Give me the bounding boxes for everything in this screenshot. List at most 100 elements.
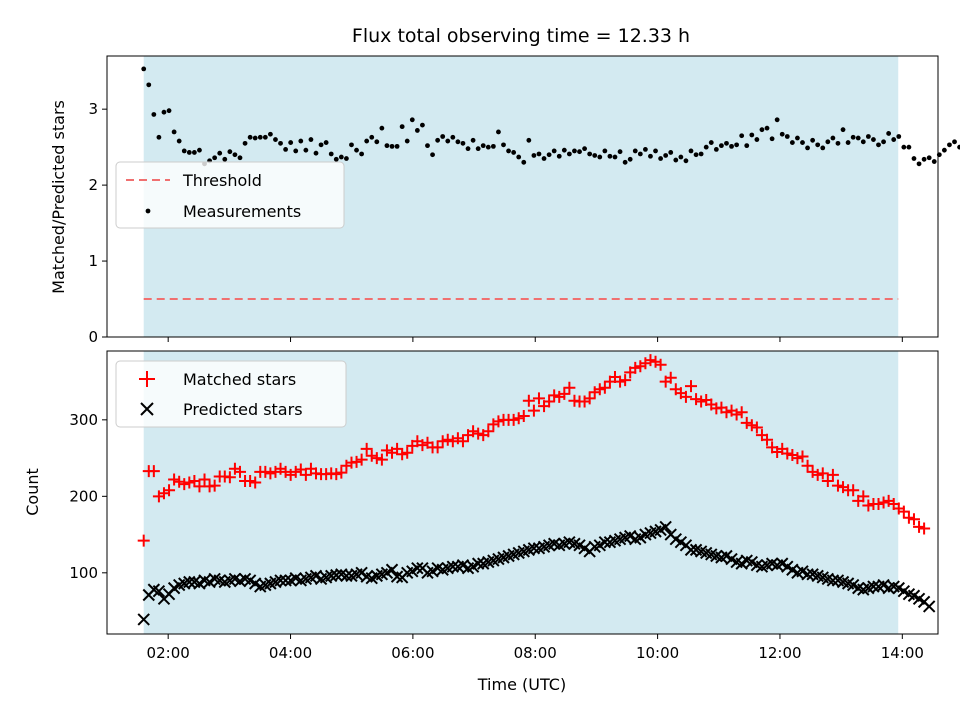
measurement-point [729,143,734,149]
measurement-point [876,142,881,148]
measurement-point [855,135,861,141]
measurement-point [800,140,805,145]
measurement-point [668,150,674,155]
bottom-y-axis-label: Count [23,468,42,516]
measurement-point [298,138,304,144]
top-y-ticks: 0 1 2 3 [88,100,107,346]
measurement-point [379,125,385,131]
matched-star-point [583,392,596,405]
measurement-point [496,129,501,135]
measurement-point [313,150,319,156]
measurement-point [521,159,527,165]
measurement-point [156,134,162,140]
matched-star-point [831,479,844,492]
measurement-point [262,134,268,140]
matched-star-point [380,444,393,457]
matched-star-point [431,441,444,454]
measurement-point [445,138,451,144]
matched-star-point [441,433,454,446]
measurement-point [637,151,643,157]
measurement-point [420,122,425,128]
measurement-point [450,134,456,140]
measurement-point [734,142,740,148]
measurement-point [906,144,912,150]
bottom-y-tick-label: 200 [69,487,98,505]
measurement-point [658,156,663,161]
bottom-y-tick-label: 300 [69,411,98,429]
matched-star-point [791,452,804,465]
measurement-point [688,148,694,154]
measurement-point [252,135,258,141]
measurement-point [592,153,598,158]
measurement-point [896,134,902,139]
measurement-point [582,146,587,152]
measurement-point [739,133,745,139]
matched-star-point [335,466,348,479]
measurement-point [146,82,152,88]
measurement-point [166,108,172,114]
measurement-point [470,137,476,143]
predicted-star-point [330,568,343,582]
matched-star-point [740,416,753,429]
measurement-point [612,154,618,160]
measurement-point [673,157,679,163]
matched-star-point [137,534,150,547]
measurement-point [242,140,248,146]
predicted-star-point [279,574,292,587]
measurement-point [460,140,466,146]
measurement-point [708,140,714,145]
matched-star-point [223,471,236,484]
matched-star-point [902,511,915,524]
top-axes-frame [106,55,939,338]
measurement-point [825,139,831,145]
measurement-point [774,117,780,123]
measurement-point [754,137,760,142]
measurement-point [941,147,947,153]
matched-star-point [188,475,201,488]
measurement-point [308,137,314,142]
measurement-point [399,124,405,130]
measurement-point [572,148,577,154]
matched-star-point [532,392,545,405]
measurement-point [556,153,562,159]
measurement-point [952,139,957,145]
matched-star-point [517,410,530,423]
measurement-point [333,156,339,162]
measurement-point [268,131,273,137]
matched-star-point [847,484,860,497]
matched-star-point [629,361,642,374]
measurement-point [703,144,709,150]
matched-star-point [360,442,373,455]
x-tick-label: 08:00 [514,644,557,662]
predicted-star-point [385,563,399,576]
measurement-point [840,127,846,133]
matched-star-point [492,415,505,428]
measurement-point [845,140,851,145]
measurement-point [227,149,233,155]
matched-star-point [685,380,698,393]
predicted-star-point [152,584,166,598]
measurement-point [283,147,288,152]
legend-matched-label: Matched stars [183,370,296,389]
measurement-point [881,139,886,145]
matched-star-point [913,520,926,533]
measurement-point [181,148,187,154]
matched-star-point [801,459,814,472]
measurement-point [622,159,628,165]
measurement-point [916,161,922,167]
matched-star-point [796,450,809,463]
top-y-tick-label: 2 [88,176,98,194]
measurement-point [323,140,329,145]
measurement-point [632,148,638,154]
measurement-point [541,156,547,161]
predicted-star-point [527,542,541,555]
top-legend-box [115,161,345,229]
measurement-point [871,137,876,142]
matched-star-point [614,375,627,388]
bottom-panel: 100 200 300 02:00 04:00 06:00 08:00 10:00 12:00… [23,350,939,694]
measurement-point [176,138,182,144]
measurement-point [490,143,496,149]
measurement-point [338,154,344,160]
measurement-point [222,156,228,162]
